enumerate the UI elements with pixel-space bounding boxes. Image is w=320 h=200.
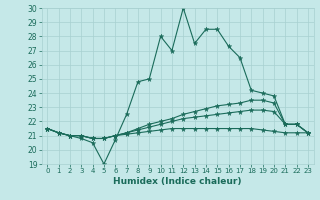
X-axis label: Humidex (Indice chaleur): Humidex (Indice chaleur) bbox=[113, 177, 242, 186]
